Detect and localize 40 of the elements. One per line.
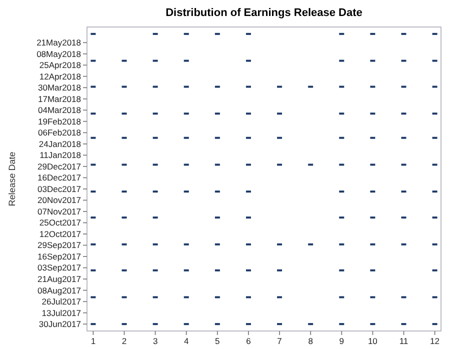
y-tick-label: 17Mar2018 (38, 94, 82, 104)
x-tick-label: 6 (246, 336, 252, 346)
y-tick-label: 30Jun2017 (38, 319, 82, 330)
y-tick-label: 25Apr2018 (39, 60, 82, 70)
y-axis-title: Release Date (7, 152, 17, 206)
x-tick-label: 4 (184, 336, 189, 346)
y-tick-label: 16Sep2017 (38, 251, 82, 262)
x-tick-label: 12 (430, 336, 440, 346)
y-tick-label: 21May2018 (36, 38, 82, 48)
x-tick-label: 3 (152, 336, 158, 346)
x-tick-label: 5 (215, 336, 220, 346)
x-tick-label: 9 (339, 336, 344, 346)
y-tick-label: 21Aug2017 (38, 274, 82, 284)
x-tick-label: 2 (122, 336, 127, 346)
y-tick-label: 13Jul2017 (42, 308, 82, 318)
y-tick-label: 16Dec2017 (38, 172, 82, 183)
y-tick-label: 24Jan2018 (38, 138, 82, 149)
y-tick-label: 26Jul2017 (42, 296, 82, 307)
x-tick-label: 11 (399, 336, 408, 346)
y-tick-label: 29Dec2017 (38, 161, 82, 172)
x-tick-label: 1 (90, 336, 96, 346)
x-tick-label: 8 (308, 336, 314, 346)
y-tick-label: 07Nov2017 (38, 206, 82, 216)
y-tick-label: 11Jan2018 (40, 150, 82, 160)
y-tick-label: 06Feb2018 (38, 128, 82, 138)
y-tick-label: 29Sep2017 (38, 240, 82, 250)
y-tick-label: 03Dec2017 (38, 184, 82, 194)
x-tick-label: 7 (277, 336, 282, 346)
y-tick-label: 04Mar2018 (38, 105, 82, 116)
y-tick-label: 12Oct2017 (39, 228, 82, 239)
y-tick-label: 03Sep2017 (38, 262, 82, 273)
y-tick-label: 12Apr2018 (39, 71, 82, 82)
y-tick-label: 08May2018 (36, 48, 82, 59)
y-tick-label: 25Oct2017 (39, 218, 82, 228)
y-tick-label: 08Aug2017 (38, 285, 82, 296)
x-tick-label: 10 (368, 336, 378, 346)
y-tick-label: 20Nov2017 (38, 195, 82, 206)
chart-title: Distribution of Earnings Release Date (166, 7, 362, 19)
y-tick-label: 19Feb2018 (38, 116, 82, 126)
y-tick-label: 30Mar2018 (38, 82, 82, 93)
